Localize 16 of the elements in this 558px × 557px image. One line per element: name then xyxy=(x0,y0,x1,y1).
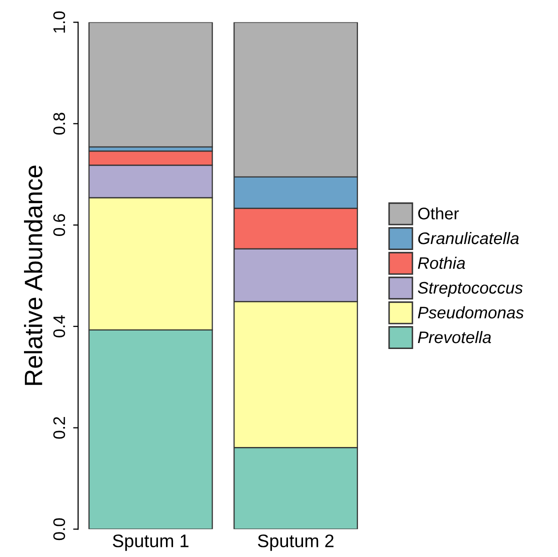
y-tick-label: 0.6 xyxy=(53,214,66,236)
legend-label: Streptococcus xyxy=(418,282,523,298)
y-tick-label: 0.2 xyxy=(53,417,66,439)
x-tick-label: Sputum 2 xyxy=(258,534,334,551)
bar xyxy=(88,22,213,148)
legend-label: Other xyxy=(418,207,459,220)
y-tick-label: 0.4 xyxy=(53,315,66,338)
x-tick-label: Sputum 1 xyxy=(112,534,188,551)
legend-label: Granulicatella xyxy=(418,232,519,244)
legend-label: Prevotella xyxy=(418,330,491,344)
y-tick-label: 1.0 xyxy=(53,11,66,33)
y-tick-label: 0.0 xyxy=(53,518,66,540)
y-tick-label: 0.8 xyxy=(53,112,66,135)
y-axis-title: Relative Abundance xyxy=(24,166,42,385)
legend-label: Pseudomonas xyxy=(418,306,524,318)
legend-label: Rothia xyxy=(418,256,466,269)
